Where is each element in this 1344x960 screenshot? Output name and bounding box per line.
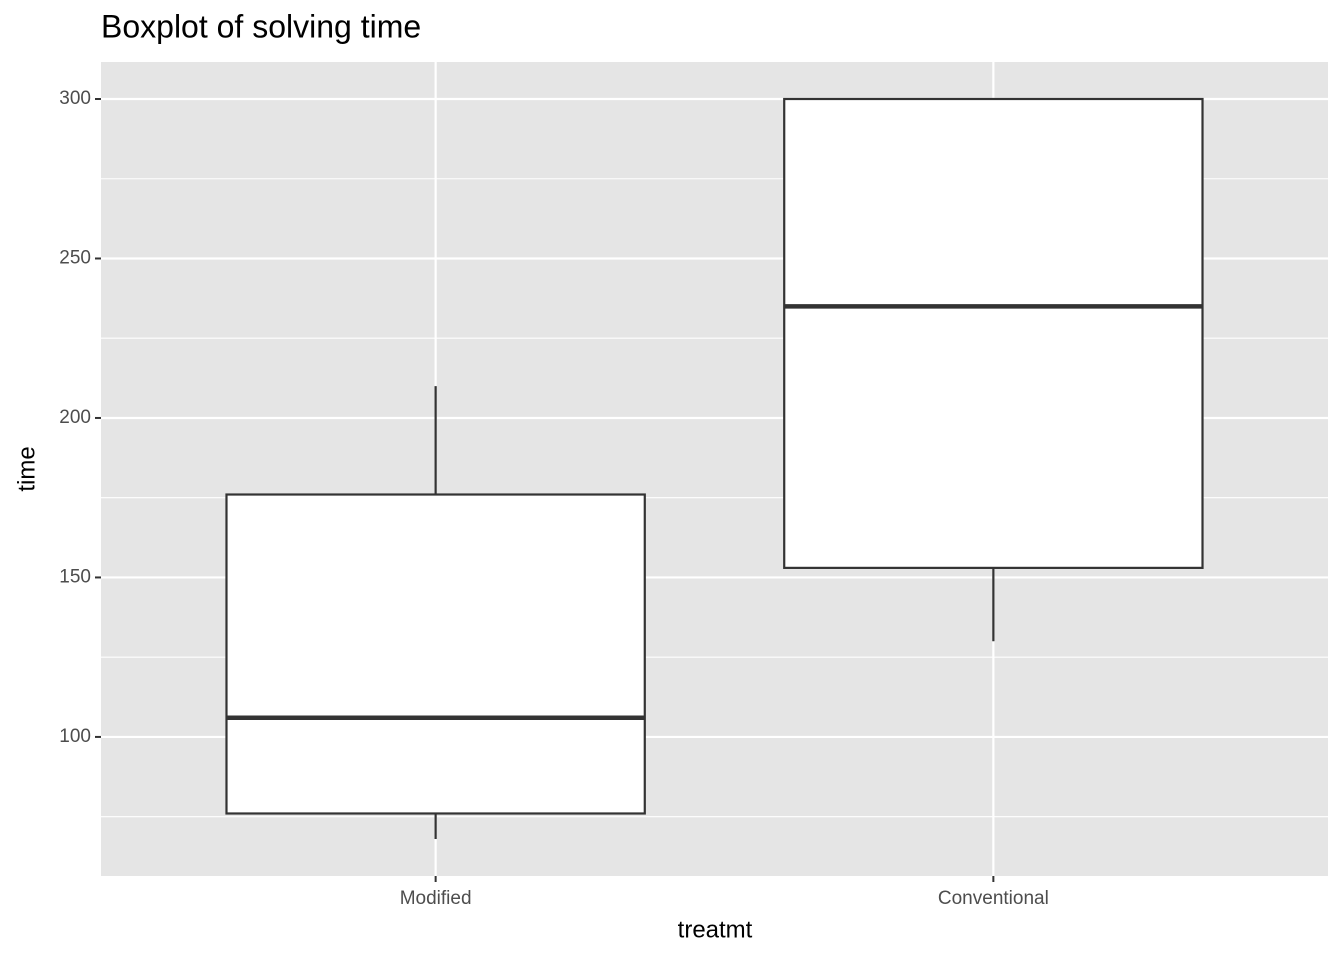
y-tick-label: 250 bbox=[59, 247, 91, 268]
x-tick-label: Conventional bbox=[938, 888, 1049, 909]
box bbox=[225, 493, 646, 815]
box bbox=[783, 97, 1204, 569]
y-tick-label: 100 bbox=[59, 726, 91, 747]
x-axis-title: treatmt bbox=[678, 916, 753, 943]
chart-title: Boxplot of solving time bbox=[101, 8, 421, 44]
y-axis-title: time bbox=[13, 446, 40, 491]
x-tick-label: Modified bbox=[400, 888, 472, 909]
y-tick-label: 150 bbox=[59, 566, 91, 587]
y-tick-label: 300 bbox=[59, 88, 91, 109]
y-tick-label: 200 bbox=[59, 407, 91, 428]
